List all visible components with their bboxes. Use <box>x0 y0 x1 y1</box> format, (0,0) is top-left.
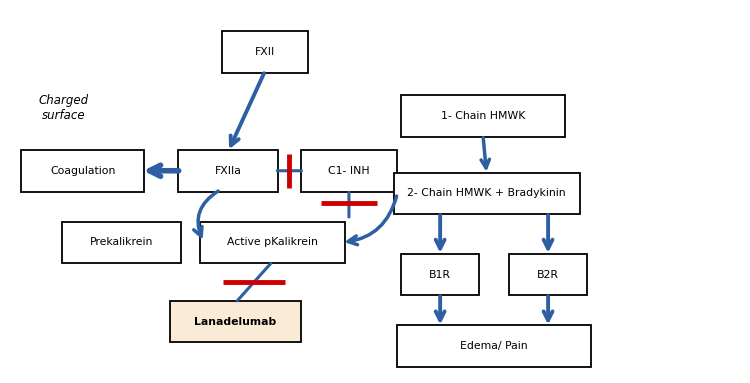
FancyBboxPatch shape <box>401 254 479 295</box>
Text: Prekalikrein: Prekalikrein <box>90 237 154 247</box>
FancyBboxPatch shape <box>22 150 144 192</box>
Text: Charged
surface: Charged surface <box>39 95 89 123</box>
FancyBboxPatch shape <box>301 150 398 192</box>
FancyBboxPatch shape <box>170 301 301 342</box>
FancyBboxPatch shape <box>398 326 591 367</box>
Text: Edema/ Pain: Edema/ Pain <box>460 341 528 351</box>
FancyBboxPatch shape <box>178 150 278 192</box>
Text: 1- Chain HMWK: 1- Chain HMWK <box>441 111 525 121</box>
FancyBboxPatch shape <box>394 173 580 214</box>
Text: Lanadelumab: Lanadelumab <box>194 317 277 327</box>
Text: C1- INH: C1- INH <box>328 166 370 176</box>
Text: FXII: FXII <box>255 47 275 57</box>
Text: Active pKalikrein: Active pKalikrein <box>227 237 318 247</box>
FancyBboxPatch shape <box>509 254 587 295</box>
FancyBboxPatch shape <box>200 222 345 263</box>
Text: B1R: B1R <box>429 270 451 280</box>
FancyBboxPatch shape <box>223 31 308 73</box>
Text: Coagulation: Coagulation <box>50 166 116 176</box>
Text: FXIIa: FXIIa <box>214 166 242 176</box>
FancyBboxPatch shape <box>401 95 565 137</box>
FancyBboxPatch shape <box>62 222 182 263</box>
Text: B2R: B2R <box>537 270 559 280</box>
Text: 2- Chain HMWK + Bradykinin: 2- Chain HMWK + Bradykinin <box>407 188 566 198</box>
